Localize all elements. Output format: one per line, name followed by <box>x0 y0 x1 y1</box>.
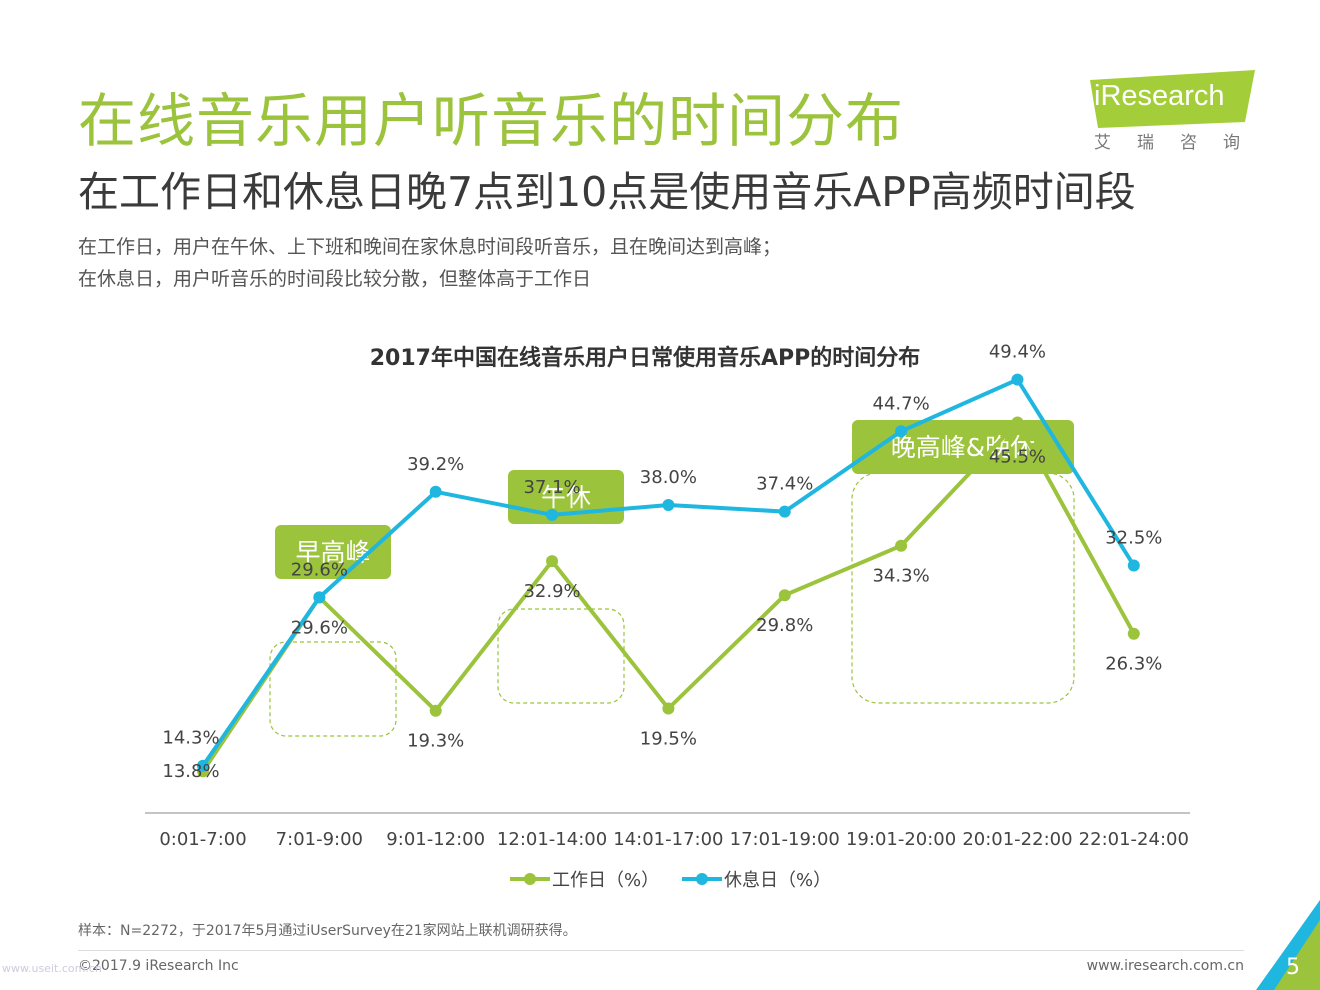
highlight-box <box>269 641 397 737</box>
page-number: 5 <box>1286 955 1300 980</box>
legend-swatch-marker <box>524 873 536 885</box>
workday-data-label: 45.5% <box>989 447 1046 468</box>
restday-point <box>197 759 209 772</box>
workday-data-label: 32.9% <box>523 581 580 602</box>
restday-data-label: 49.4% <box>989 342 1046 363</box>
x-tick-label: 22:01-24:00 <box>1079 829 1189 850</box>
restday-point <box>546 508 559 521</box>
x-tick-label: 12:01-14:00 <box>497 829 607 850</box>
sample-note: 样本：N=2272，于2017年5月通过iUserSurvey在21家网站上联机… <box>78 923 577 939</box>
x-tick-label: 17:01-19:00 <box>730 829 840 850</box>
page-subtitle: 在工作日和休息日晚7点到10点是使用音乐APP高频时间段 <box>78 168 1136 216</box>
restday-data-label: 32.5% <box>1105 528 1162 549</box>
iresearch-logo: iResearch 艾瑞咨询 <box>1090 70 1260 154</box>
website: www.iresearch.com.cn <box>1086 958 1244 974</box>
restday-data-label: 39.2% <box>407 454 464 475</box>
restday-point <box>895 425 908 438</box>
x-tick-label: 20:01-22:00 <box>962 829 1072 850</box>
copyright: ©2017.9 iResearch Inc <box>78 958 239 974</box>
restday-point <box>429 485 442 498</box>
restday-data-label: 38.0% <box>640 467 697 488</box>
workday-data-label: 29.8% <box>756 615 813 636</box>
workday-data-label: 29.6% <box>291 617 348 638</box>
x-tick-label: 7:01-9:00 <box>276 829 363 850</box>
legend-label: 工作日（%） <box>552 870 659 891</box>
annotation-tag-label: 晚高峰&晚休 <box>891 433 1036 462</box>
restday-point <box>778 505 791 518</box>
workday-point <box>662 702 675 715</box>
watermark: www.useit.com.cn <box>2 962 102 975</box>
workday-point <box>1011 416 1024 429</box>
logo-wordmark: iResearch <box>1094 80 1225 112</box>
description-line-1: 在工作日，用户在午休、上下班和晚间在家休息时间段听音乐，且在晚间达到高峰； <box>78 236 782 258</box>
restday-data-label: 44.7% <box>873 393 930 414</box>
chart-title: 2017年中国在线音乐用户日常使用音乐APP的时间分布 <box>369 346 921 371</box>
workday-point <box>1127 627 1140 640</box>
x-tick-label: 0:01-7:00 <box>159 829 246 850</box>
workday-data-label: 19.5% <box>640 729 697 750</box>
workday-data-label: 13.8% <box>162 761 219 782</box>
highlight-box <box>497 608 625 704</box>
x-tick-label: 19:01-20:00 <box>846 829 956 850</box>
restday-data-label: 14.3% <box>162 728 219 749</box>
annotation-tag-label: 午休 <box>541 483 591 512</box>
restday-point <box>313 591 326 604</box>
workday-point <box>546 555 559 568</box>
footer-divider <box>78 950 1244 951</box>
workday-point <box>895 539 908 552</box>
logo-band <box>1090 70 1255 128</box>
workday-data-label: 34.3% <box>873 566 930 587</box>
description-line-2: 在休息日，用户听音乐的时间段比较分散，但整体高于工作日 <box>78 268 592 290</box>
restday-point <box>1127 559 1140 572</box>
restday-data-label: 37.4% <box>756 474 813 495</box>
restday-point <box>662 499 675 511</box>
annotation-tag <box>275 525 391 579</box>
logo-subtitle: 艾瑞咨询 <box>1094 133 1266 153</box>
legend-swatch-marker <box>696 873 708 885</box>
annotation-tag <box>852 420 1074 474</box>
workday-data-label: 26.3% <box>1105 654 1162 675</box>
restday-data-label: 29.6% <box>291 559 348 580</box>
page-title: 在线音乐用户听音乐的时间分布 <box>78 87 905 155</box>
page-corner-decoration <box>1256 900 1320 990</box>
workday-point <box>429 704 442 717</box>
x-tick-label: 9:01-12:00 <box>386 829 485 850</box>
workday-data-label: 19.3% <box>407 731 464 752</box>
restday-point <box>1011 373 1024 386</box>
legend-label: 休息日（%） <box>724 870 831 891</box>
restday-data-label: 37.1% <box>523 477 580 498</box>
highlight-box <box>851 472 1075 704</box>
x-tick-label: 14:01-17:00 <box>613 829 723 850</box>
workday-point <box>778 589 791 602</box>
